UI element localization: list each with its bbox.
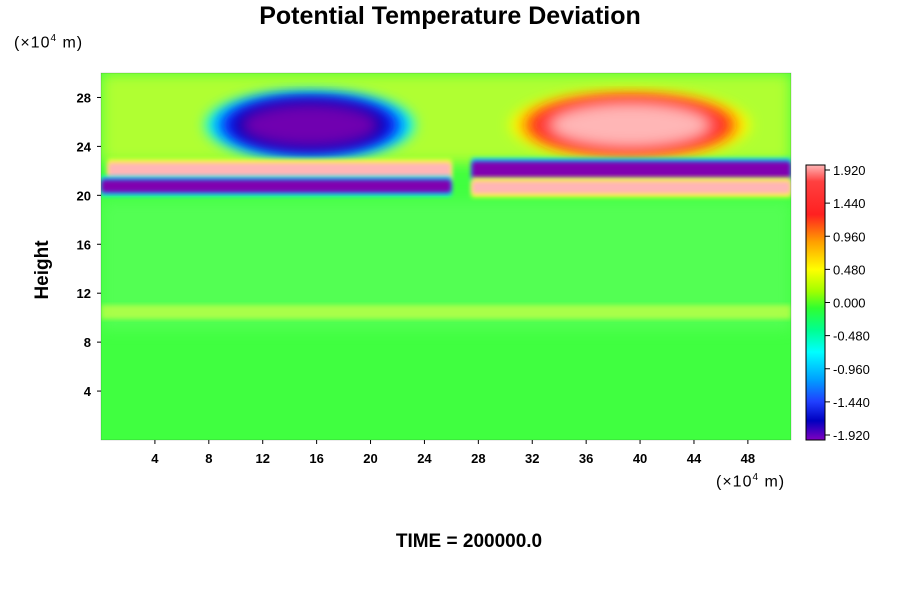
chart-title: Potential Temperature Deviation: [259, 2, 641, 30]
colorbar-label: 1.920: [833, 163, 866, 178]
x-tick-label: 24: [417, 451, 432, 466]
y-tick-label: 28: [77, 90, 91, 105]
y-tick-label: 16: [77, 237, 91, 252]
x-tick-label: 44: [687, 451, 702, 466]
x-axis-ticks: 4 8 12 16 20 24 28 32 36 40 44 48: [151, 440, 755, 466]
colorbar-label: -1.440: [833, 395, 870, 410]
colorbar-label: 0.000: [833, 296, 866, 311]
x-axis-unit: (×104 m): [716, 472, 786, 491]
colorbar-label: -0.480: [833, 329, 870, 344]
y-tick-label: 12: [77, 286, 91, 301]
y-tick-label: 4: [84, 384, 92, 399]
feature-warm-1: [509, 91, 751, 159]
time-label: TIME = 200000.0: [395, 531, 543, 552]
x-tick-label: 40: [633, 451, 647, 466]
colorbar-label: 0.480: [833, 262, 866, 277]
x-tick-label: 48: [741, 451, 755, 466]
x-tick-label: 20: [363, 451, 377, 466]
colorbar-label: 0.960: [833, 229, 866, 244]
feature-cold-0: [205, 91, 415, 159]
x-tick-label: 8: [205, 451, 212, 466]
y-tick-label: 24: [77, 139, 92, 154]
y-tick-label: 20: [77, 188, 91, 203]
colorbar-label: -1.920: [833, 428, 870, 443]
x-tick-label: 36: [579, 451, 593, 466]
x-tick-label: 32: [525, 451, 539, 466]
colorbar-label: 1.440: [833, 196, 866, 211]
y-axis-unit: (×104 m): [14, 33, 84, 52]
feature-warm-5: [471, 177, 791, 198]
y-tick-label: 8: [84, 335, 91, 350]
heatmap-field: [101, 73, 791, 440]
feature-cold-3: [101, 176, 452, 196]
colorbar: [805, 164, 826, 441]
colorbar-label: -0.960: [833, 362, 870, 377]
x-tick-label: 12: [255, 451, 269, 466]
x-tick-label: 28: [471, 451, 485, 466]
x-tick-label: 16: [309, 451, 323, 466]
colorbar-labels: 1.920 1.440 0.960 0.480 0.000 -0.480 -0.960 -1.…: [825, 163, 870, 443]
y-axis-ticks: 4 8 12 16 20 24 28: [77, 90, 101, 399]
x-tick-label: 4: [151, 451, 159, 466]
